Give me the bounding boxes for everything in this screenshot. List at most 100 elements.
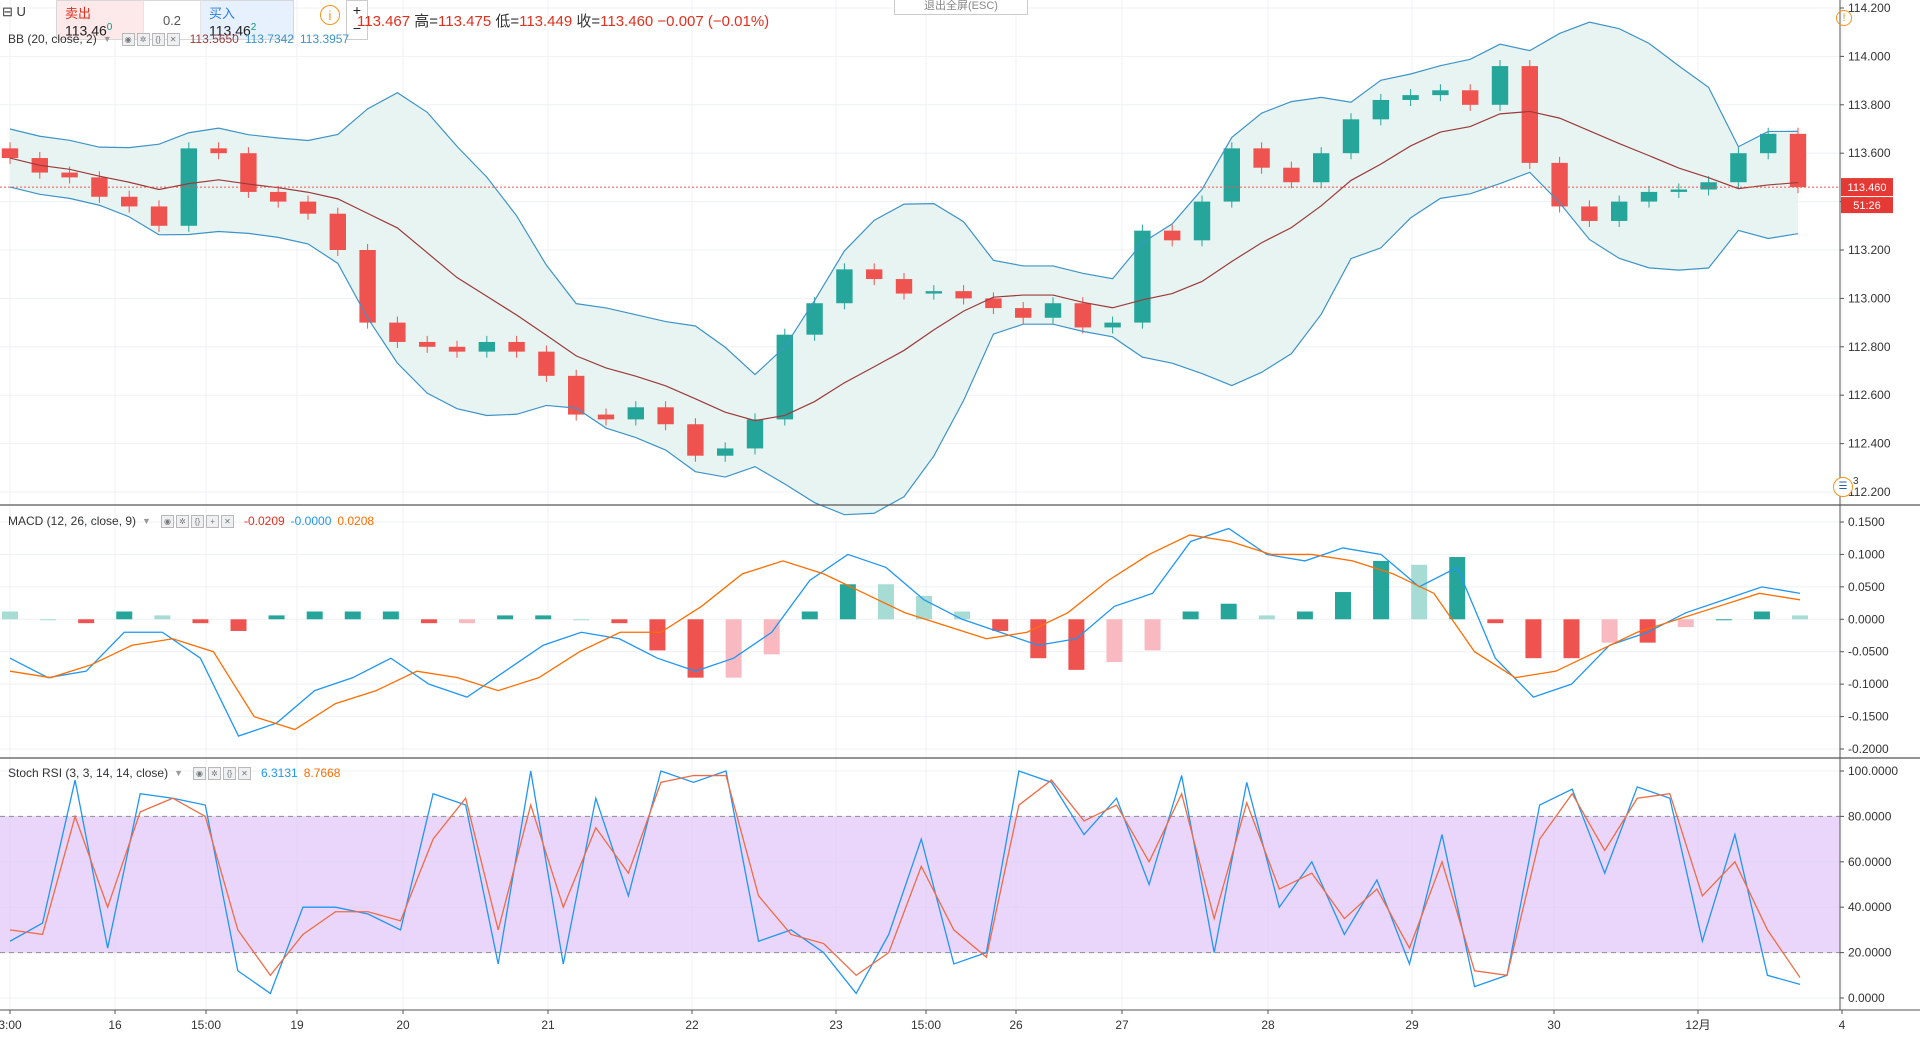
sell-label: 卖出: [65, 6, 92, 21]
macd-histogram-bar: [687, 619, 704, 678]
economic-events-flag-icon[interactable]: ☰: [1833, 477, 1853, 497]
close-icon[interactable]: ✕: [166, 32, 180, 46]
macd-tick-label: -0.0500: [1848, 645, 1889, 659]
info-icon[interactable]: i: [320, 5, 340, 25]
zoom-in-button[interactable]: +: [352, 2, 362, 18]
candle-body: [1462, 90, 1479, 105]
macd-histogram-bar: [78, 619, 95, 624]
macd-histogram-bar: [1106, 619, 1123, 663]
chevron-down-icon[interactable]: ▼: [102, 34, 112, 44]
gear-icon[interactable]: ✲: [136, 32, 150, 46]
macd-histogram-bar: [268, 615, 285, 620]
candle-body: [121, 196, 138, 207]
candle-body: [1491, 66, 1509, 105]
source-icon[interactable]: {}: [151, 32, 165, 46]
candle-body: [1253, 148, 1270, 168]
candle-body: [240, 153, 257, 192]
candle-body: [687, 424, 704, 456]
change-value: −0.007 (−0.01%): [657, 13, 770, 30]
candle-body: [210, 148, 227, 154]
plus-icon[interactable]: +: [205, 514, 219, 528]
candle-body: [1611, 201, 1628, 221]
legend-controls: ◉ ✲{} ✕: [121, 32, 180, 46]
time-tick-label: 23: [829, 1018, 843, 1032]
gear-icon[interactable]: ✲: [208, 766, 221, 780]
time-tick-label: 16: [108, 1018, 122, 1032]
macd-histogram-bar: [2, 611, 18, 620]
macd-histogram-bar: [1220, 603, 1237, 620]
symbol-abbrev[interactable]: ⊟ U: [2, 4, 26, 20]
gear-icon[interactable]: ✲: [175, 514, 189, 528]
stoch-band-fill: [0, 816, 1840, 953]
exit-fullscreen-button[interactable]: 退出全屏(ESC): [894, 0, 1028, 15]
candle-body: [1760, 133, 1777, 154]
source-icon[interactable]: {}: [223, 766, 236, 780]
macd-histogram-bar: [1296, 611, 1313, 620]
signal-line: [9, 534, 1801, 731]
candle-body: [1074, 303, 1091, 328]
source-icon[interactable]: {}: [190, 514, 204, 528]
candle-body: [329, 213, 346, 250]
candle-body: [1640, 191, 1658, 202]
macd-histogram-bar: [839, 584, 856, 620]
macd-histogram-bar: [154, 615, 171, 620]
macd-signal-value: 0.0208: [337, 514, 375, 528]
macd-tick-label: 0.1500: [1848, 515, 1885, 529]
macd-histogram-bar: [649, 619, 666, 651]
close-icon[interactable]: ✕: [238, 766, 251, 780]
bb-legend-label: BB (20, close, 2): [8, 32, 97, 46]
sell-price: 113.460: [65, 22, 135, 39]
bb-legend[interactable]: BB (20, close, 2) ▼ ◉ ✲{} ✕ 113.5650 113.7…: [8, 32, 349, 46]
candle-body: [1551, 162, 1568, 207]
candle-body: [895, 279, 913, 294]
macd-legend-label: MACD (12, 26, close, 9): [8, 514, 137, 528]
buy-price-value: 113.46: [209, 22, 251, 39]
macd-tick-label: -0.1000: [1848, 677, 1889, 691]
stoch-k-line: [9, 770, 1801, 995]
macd-histogram-bar: [1563, 619, 1580, 659]
collapse-icon[interactable]: ⊟: [2, 4, 13, 19]
macd-histogram-bar: [1601, 619, 1618, 643]
macd-histogram-bar: [1487, 619, 1504, 624]
stoch-k-value: 6.3131: [261, 766, 298, 780]
eye-icon[interactable]: ◉: [193, 766, 206, 780]
macd-histogram-bar: [1715, 619, 1732, 621]
stoch-tick-label: 0.0000: [1848, 991, 1885, 1005]
macd-histogram-bar: [192, 619, 209, 624]
macd-histogram-bar: [877, 584, 894, 620]
stoch-tick-label: 20.0000: [1848, 946, 1892, 960]
candle-body: [478, 341, 495, 352]
bollinger-lines: [0, 21, 1840, 516]
macd-legend[interactable]: MACD (12, 26, close, 9) ▼ ◉ ✲{} + ✕ -0.0209…: [8, 514, 374, 528]
candle-body: [1342, 119, 1360, 154]
candle-body: [1283, 167, 1300, 183]
buy-label: 买入: [209, 6, 236, 21]
candle-body: [1164, 230, 1181, 241]
chevron-down-icon[interactable]: ▼: [174, 768, 183, 778]
current-price-tag: [1841, 178, 1893, 197]
zoom-out-button[interactable]: −: [352, 20, 362, 36]
bb-upper-line: [9, 21, 1799, 376]
macd-histogram-bar: [1639, 619, 1656, 643]
legend-controls: ◉ ✲{} + ✕: [160, 514, 234, 528]
buy-button[interactable]: 买入 113.462: [201, 1, 293, 39]
alert-icon[interactable]: !: [1836, 10, 1852, 26]
macd-histogram-bar: [497, 615, 514, 620]
macd-histogram-bar: [1411, 564, 1428, 620]
stoch-tick-label: 40.0000: [1848, 900, 1892, 914]
time-tick-label: 27: [1115, 1018, 1129, 1032]
candle-body: [1104, 322, 1121, 328]
stoch-legend[interactable]: Stoch RSI (3, 3, 14, 14, close) ▼ ◉ ✲{} ✕ …: [8, 766, 340, 780]
close-icon[interactable]: ✕: [220, 514, 234, 528]
eye-icon[interactable]: ◉: [121, 32, 135, 46]
high-label: 高=: [414, 13, 439, 30]
eye-icon[interactable]: ◉: [160, 514, 174, 528]
macd-histogram-bar: [1068, 619, 1085, 670]
macd-histogram-bar: [1030, 619, 1047, 659]
time-tick-label: 12月: [1685, 1018, 1710, 1032]
candle-body: [866, 269, 883, 280]
chevron-down-icon[interactable]: ▼: [142, 516, 151, 526]
price-tick-label: 113.200: [1848, 243, 1891, 257]
price-tick-label: 112.800: [1848, 340, 1891, 354]
